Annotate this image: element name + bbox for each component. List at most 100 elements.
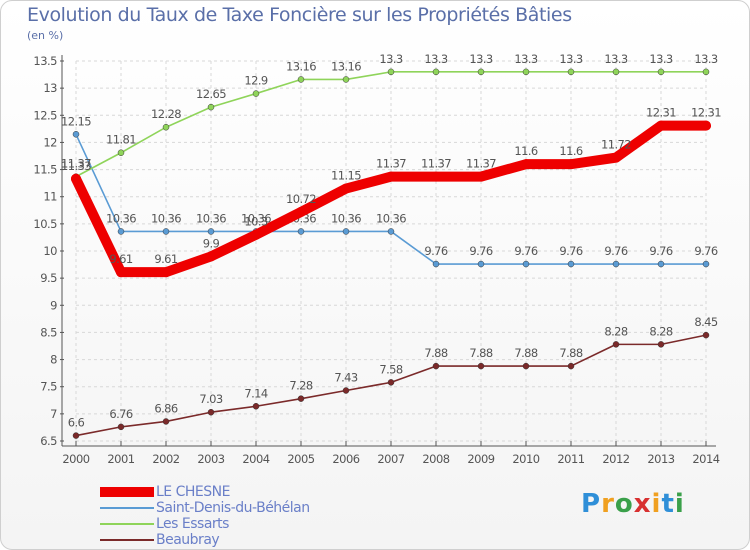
data-point-les-essarts: [117, 149, 125, 156]
data-point-le-chesne: [476, 171, 486, 182]
x-tick-label: 2007: [377, 452, 404, 466]
data-label-le-chesne: 11.6: [514, 144, 537, 158]
data-point-les-essarts: [432, 68, 440, 76]
legend-swatch-les-essarts: [100, 523, 154, 525]
data-label-le-chesne: 11.15: [331, 169, 361, 183]
data-point-les-essarts: [207, 103, 215, 111]
legend-item-les-essarts: Les Essarts: [100, 516, 310, 532]
y-tick-label: 11.5: [33, 163, 57, 177]
data-label-saint-denis-du-b-h-lan: 9.76: [649, 244, 672, 258]
data-point-beaubray: [207, 408, 215, 416]
legend-item-beaubray: Beaubray: [100, 532, 310, 548]
x-tick-label: 2003: [197, 452, 224, 466]
data-point-saint-denis-du-b-h-lan: [702, 260, 710, 268]
x-tick-label: 2002: [152, 452, 179, 466]
legend-swatch-saint-denis: [100, 507, 154, 509]
data-label-saint-denis-du-b-h-lan: 9.76: [469, 244, 492, 258]
data-point-les-essarts: [522, 68, 530, 76]
data-label-le-chesne: 11.72: [601, 138, 631, 152]
y-tick-label: 8.5: [40, 325, 57, 339]
data-point-beaubray: [162, 418, 170, 425]
data-label-beaubray: 7.43: [334, 371, 357, 385]
data-label-beaubray: 6.6: [68, 416, 85, 430]
y-tick-label: 7: [50, 407, 57, 421]
data-point-le-chesne: [386, 171, 396, 182]
x-tick-label: 2001: [107, 452, 134, 466]
data-point-le-chesne: [701, 120, 711, 131]
data-label-les-essarts: 12.28: [151, 107, 181, 121]
data-label-saint-denis-du-b-h-lan: 10.36: [151, 211, 181, 225]
x-tick-label: 2010: [512, 452, 539, 466]
data-point-les-essarts: [657, 68, 665, 76]
data-label-saint-denis-du-b-h-lan: 10.36: [241, 211, 271, 225]
y-tick-label: 12.5: [33, 108, 57, 122]
data-label-saint-denis-du-b-h-lan: 9.76: [424, 244, 447, 258]
y-tick-label: 10.5: [33, 217, 57, 231]
data-point-beaubray: [342, 387, 350, 394]
y-axis-unit: (en %): [27, 29, 64, 42]
legend-swatch-beaubray: [100, 539, 154, 541]
logo-letter: P: [581, 489, 602, 519]
data-label-les-essarts: 11.81: [106, 133, 136, 147]
y-tick-label: 11: [43, 190, 57, 204]
data-point-beaubray: [252, 403, 260, 410]
data-point-le-chesne: [566, 159, 576, 170]
data-label-les-essarts: 13.16: [331, 59, 361, 73]
data-label-beaubray: 7.88: [514, 346, 537, 360]
data-point-les-essarts: [612, 68, 620, 76]
x-tick-label: 2011: [557, 452, 584, 466]
data-point-le-chesne: [611, 152, 621, 163]
data-point-le-chesne: [116, 267, 126, 278]
data-point-le-chesne: [296, 206, 306, 217]
data-label-les-essarts: 13.16: [286, 59, 316, 73]
logo-letter: o: [614, 489, 634, 519]
x-tick-label: 2009: [467, 452, 494, 466]
data-point-le-chesne: [521, 159, 531, 170]
data-point-beaubray: [522, 362, 530, 370]
data-point-saint-denis-du-b-h-lan: [72, 131, 80, 138]
data-point-beaubray: [702, 331, 710, 339]
x-tick-label: 2013: [647, 452, 674, 466]
legend: LE CHESNE Saint-Denis-du-Béhélan Les Ess…: [100, 484, 310, 548]
data-label-le-chesne: 10.3: [244, 215, 267, 229]
data-point-le-chesne: [251, 229, 261, 240]
data-label-beaubray: 7.88: [424, 346, 447, 360]
data-label-les-essarts: 12.65: [196, 87, 226, 101]
data-point-le-chesne: [341, 183, 351, 194]
data-label-saint-denis-du-b-h-lan: 10.36: [376, 211, 406, 225]
data-point-saint-denis-du-b-h-lan: [432, 260, 440, 268]
data-point-les-essarts: [342, 76, 350, 83]
data-label-les-essarts: 13.3: [559, 52, 582, 66]
logo-letter: t: [661, 489, 675, 519]
data-point-le-chesne: [206, 251, 216, 262]
data-label-saint-denis-du-b-h-lan: 10.36: [106, 211, 136, 225]
data-point-saint-denis-du-b-h-lan: [297, 228, 305, 235]
data-label-les-essarts: 13.3: [604, 52, 627, 66]
data-label-saint-denis-du-b-h-lan: 9.76: [694, 244, 717, 258]
data-point-saint-denis-du-b-h-lan: [522, 260, 530, 268]
data-point-beaubray: [387, 379, 395, 386]
data-label-le-chesne: 11.37: [376, 157, 406, 171]
logo-letter: i: [674, 489, 685, 519]
data-point-les-essarts: [162, 123, 170, 131]
data-point-beaubray: [117, 423, 125, 431]
data-label-beaubray: 7.88: [559, 346, 582, 360]
y-tick-label: 9.5: [40, 271, 57, 285]
data-label-beaubray: 8.45: [694, 315, 717, 329]
y-tick-label: 12: [43, 135, 57, 149]
data-label-beaubray: 8.28: [604, 324, 627, 338]
data-label-les-essarts: 13.3: [469, 52, 492, 66]
logo-letter: i: [651, 489, 662, 519]
data-label-le-chesne: 10.72: [286, 192, 316, 206]
data-point-saint-denis-du-b-h-lan: [162, 228, 170, 235]
y-tick-label: 6.5: [40, 434, 57, 448]
data-point-les-essarts: [702, 68, 710, 76]
x-tick-label: 2005: [287, 452, 314, 466]
data-point-beaubray: [477, 362, 485, 370]
data-label-saint-denis-du-b-h-lan: 9.76: [604, 244, 627, 258]
data-label-beaubray: 6.76: [109, 407, 132, 421]
data-point-les-essarts: [252, 90, 260, 97]
data-label-beaubray: 7.58: [379, 362, 402, 376]
data-label-les-essarts: 13.3: [694, 52, 717, 66]
data-label-saint-denis-du-b-h-lan: 10.36: [331, 211, 361, 225]
